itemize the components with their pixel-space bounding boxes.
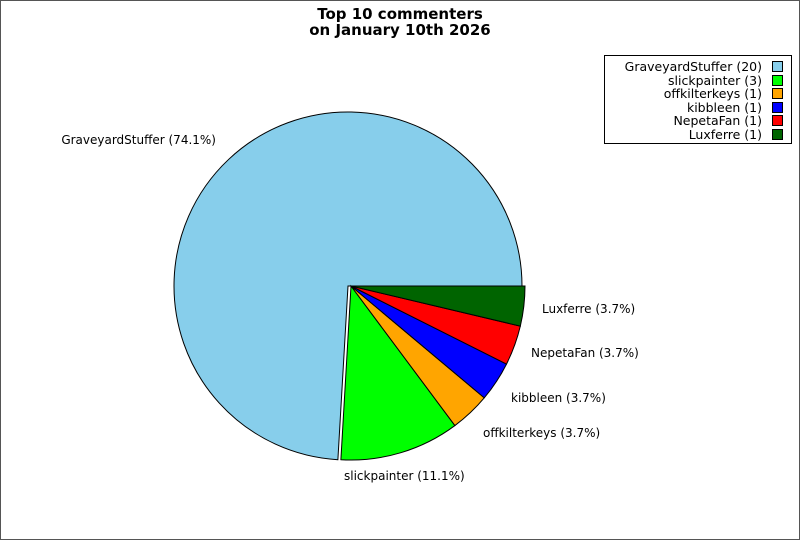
legend: GraveyardStuffer (20) slickpainter (3) off… [604, 55, 792, 144]
slice-label-nepetafan: NepetaFan (3.7%) [531, 346, 639, 360]
slice-label-kibbleen: kibbleen (3.7%) [511, 391, 606, 405]
pie-slice-slickpainter [340, 284, 456, 461]
legend-swatch [772, 115, 783, 127]
legend-item-nepetafan: NepetaFan (1) [605, 113, 783, 129]
legend-label: kibbleen (1) [686, 99, 762, 115]
legend-swatch [772, 101, 783, 113]
legend-item-offkilterkeys: offkilterkeys (1) [605, 86, 783, 102]
legend-item-graveyardstuffer: GraveyardStuffer (20) [605, 59, 783, 75]
chart-title: Top 10 commenters on January 10th 2026 [1, 6, 799, 38]
slice-label-slickpainter: slickpainter (11.1%) [344, 469, 465, 483]
legend-item-luxferre: Luxferre (1) [605, 126, 783, 142]
legend-label: offkilterkeys (1) [663, 86, 762, 102]
legend-label: slickpainter (3) [668, 72, 762, 88]
legend-swatch [772, 74, 783, 86]
slice-label-luxferre: Luxferre (3.7%) [542, 302, 636, 316]
slice-label-graveyardstuffer: GraveyardStuffer (74.1%) [61, 133, 216, 147]
pie-slice-graveyardstuffer [173, 111, 523, 461]
legend-swatch [772, 128, 783, 140]
legend-label: Luxferre (1) [688, 126, 762, 142]
slice-label-offkilterkeys: offkilterkeys (3.7%) [483, 426, 601, 440]
legend-item-slickpainter: slickpainter (3) [605, 72, 783, 88]
pie-slice-luxferre [350, 285, 526, 327]
legend-swatch [772, 61, 783, 73]
legend-label: GraveyardStuffer (20) [624, 59, 762, 75]
legend-swatch [772, 88, 783, 100]
legend-label: NepetaFan (1) [673, 113, 762, 129]
title-line-1: Top 10 commenters [317, 5, 483, 23]
title-line-2: on January 10th 2026 [309, 21, 491, 39]
legend-item-kibbleen: kibbleen (1) [605, 99, 783, 115]
